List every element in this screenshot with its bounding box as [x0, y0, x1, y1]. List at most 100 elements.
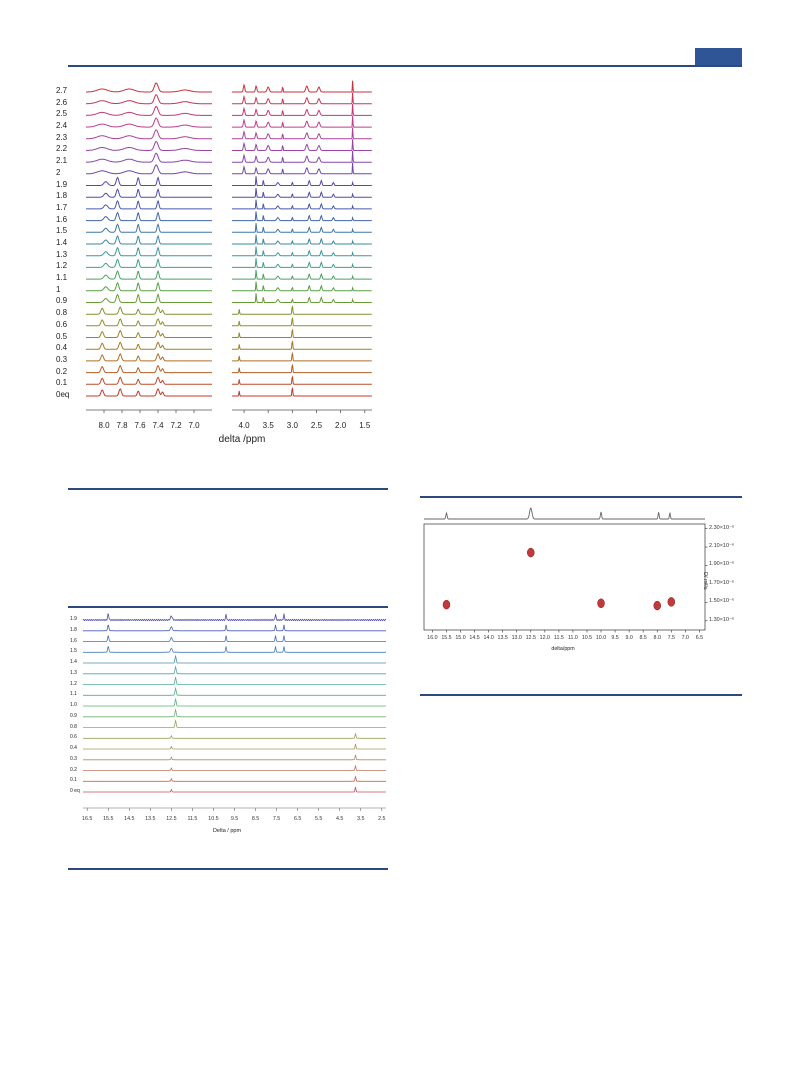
chart-aromatic — [85, 82, 212, 413]
series-label: 0.5 — [56, 331, 68, 341]
series-label: 0.9 — [70, 712, 77, 719]
spectrum-trace-aliphatic — [232, 340, 372, 350]
series-label: 0.9 — [56, 296, 68, 306]
series-label: 1.5 — [70, 648, 77, 655]
x-tick-label: 12.0 — [539, 635, 550, 641]
x-tick-label: 12.5 — [166, 816, 177, 822]
series-label: 0.3 — [56, 354, 68, 364]
series-label: 1.6 — [70, 637, 77, 644]
spectrum-trace-aromatic — [86, 318, 212, 327]
x-tick-label: 4.0 — [238, 421, 250, 430]
x-tick-label: 13.5 — [145, 816, 156, 822]
series-label: 2.3 — [56, 132, 68, 142]
spectrum-trace-aliphatic — [232, 139, 372, 151]
spectrum-trace-aromatic — [86, 281, 212, 292]
spectrum-trace-full — [83, 686, 386, 696]
x-tick-label: 7.6 — [134, 421, 146, 430]
x-tick-label: 16.5 — [82, 816, 93, 822]
spectrum-trace-aliphatic — [232, 305, 372, 315]
x-tick-label: 9.5 — [230, 816, 239, 822]
spectrum-trace-aromatic — [86, 140, 212, 151]
x-tick-label: 10.0 — [595, 635, 607, 641]
spectrum-trace-aliphatic — [232, 281, 372, 292]
spectrum-trace-aliphatic — [232, 127, 372, 140]
series-label: 0.1 — [70, 777, 77, 784]
x-tick-label: 7.5 — [272, 816, 281, 822]
x-tick-label: 7.0 — [188, 421, 200, 430]
series-label: 1 — [56, 284, 61, 294]
spectrum-trace-aliphatic — [232, 269, 372, 280]
spectrum-trace-aromatic — [86, 341, 212, 350]
series-label: 1.1 — [56, 273, 68, 283]
y-tick-label: 2.30×10⁻⁶ — [709, 524, 735, 531]
spectrum-trace-aliphatic — [232, 199, 372, 210]
x-tick-label: 4.5 — [336, 816, 344, 822]
x-tick-label: 6.5 — [293, 816, 302, 822]
series-label: 0eq — [56, 390, 70, 399]
spectrum-trace-full — [83, 765, 386, 771]
series-label: 1.9 — [70, 616, 77, 622]
series-label: 0.6 — [56, 319, 68, 329]
spectrum-trace-full — [83, 776, 386, 782]
x-tick-label: 14.5 — [124, 816, 135, 822]
series-label: 1.2 — [56, 261, 68, 271]
projection-trace — [424, 507, 705, 520]
x-tick-label: 7.5 — [667, 635, 675, 641]
series-label: 1.4 — [70, 659, 77, 665]
spectrum-trace-full — [83, 697, 386, 707]
series-label: 1.3 — [70, 669, 77, 676]
spectrum-trace-aliphatic — [232, 293, 372, 303]
x-tick-label: 9.5 — [611, 635, 619, 641]
series-label: 2.2 — [56, 144, 68, 154]
series-label: 1.7 — [56, 202, 68, 212]
spectrum-trace-aliphatic — [232, 328, 372, 338]
spectrum-trace-aromatic — [86, 164, 212, 175]
x-tick-label: 12.5 — [525, 635, 536, 641]
dosy-point — [442, 599, 451, 610]
x-tick-label: 15.0 — [455, 635, 466, 641]
x-tick-label: 11.5 — [553, 635, 564, 641]
series-label: 1.1 — [70, 691, 77, 698]
x-tick-label: 7.4 — [152, 421, 164, 430]
spectrum-trace-full — [83, 624, 386, 632]
spectrum-trace-aromatic — [86, 306, 212, 315]
series-label: 2.1 — [56, 156, 68, 166]
x-tick-label: 3.5 — [357, 816, 365, 822]
spectrum-trace-aromatic — [86, 94, 212, 105]
x-tick-label: 15.5 — [441, 635, 452, 641]
series-label: 0.8 — [56, 308, 68, 318]
x-tick-label: 8.5 — [639, 635, 647, 641]
spectrum-trace-aliphatic — [232, 103, 372, 116]
dosy-point — [597, 598, 605, 609]
y-axis-title-dosy: D/ m²/s — [702, 572, 708, 590]
x-tick-label: 3.5 — [262, 421, 274, 430]
series-label: 0.6 — [70, 734, 77, 741]
series-label: 1.2 — [70, 680, 77, 687]
spectrum-trace-full — [83, 654, 386, 664]
corner-tab — [695, 48, 742, 65]
spectrum-trace-full — [82, 612, 387, 622]
x-tick-label: 11.5 — [187, 816, 198, 822]
spectrum-trace-aromatic — [86, 234, 212, 245]
figure3-bottom-rule — [420, 694, 742, 696]
series-label: 0 eq — [70, 788, 80, 794]
x-tick-label: 1.5 — [359, 421, 371, 430]
spectrum-trace-aliphatic — [232, 234, 372, 245]
series-label: 1.8 — [56, 191, 68, 201]
y-tick-label: 1.50×10⁻⁶ — [709, 598, 735, 605]
x-tick-label: 11.0 — [567, 635, 578, 641]
spectrum-trace-aromatic — [86, 353, 212, 362]
dosy-point — [527, 547, 535, 558]
x-tick-label: 15.5 — [103, 816, 114, 822]
series-label: 0.1 — [56, 378, 68, 388]
series-label: 1.5 — [56, 226, 68, 236]
series-label: 1.6 — [56, 214, 68, 224]
spectrum-trace-aromatic — [85, 129, 212, 140]
spectrum-trace-aliphatic — [232, 316, 372, 327]
series-label: 2.4 — [56, 121, 68, 131]
x-tick-label: 8.5 — [251, 816, 260, 822]
spectrum-trace-aromatic — [86, 364, 212, 374]
spectrum-trace-aromatic — [86, 269, 212, 280]
spectrum-trace-aromatic — [86, 388, 212, 397]
spectrum-trace-aliphatic — [232, 375, 372, 385]
